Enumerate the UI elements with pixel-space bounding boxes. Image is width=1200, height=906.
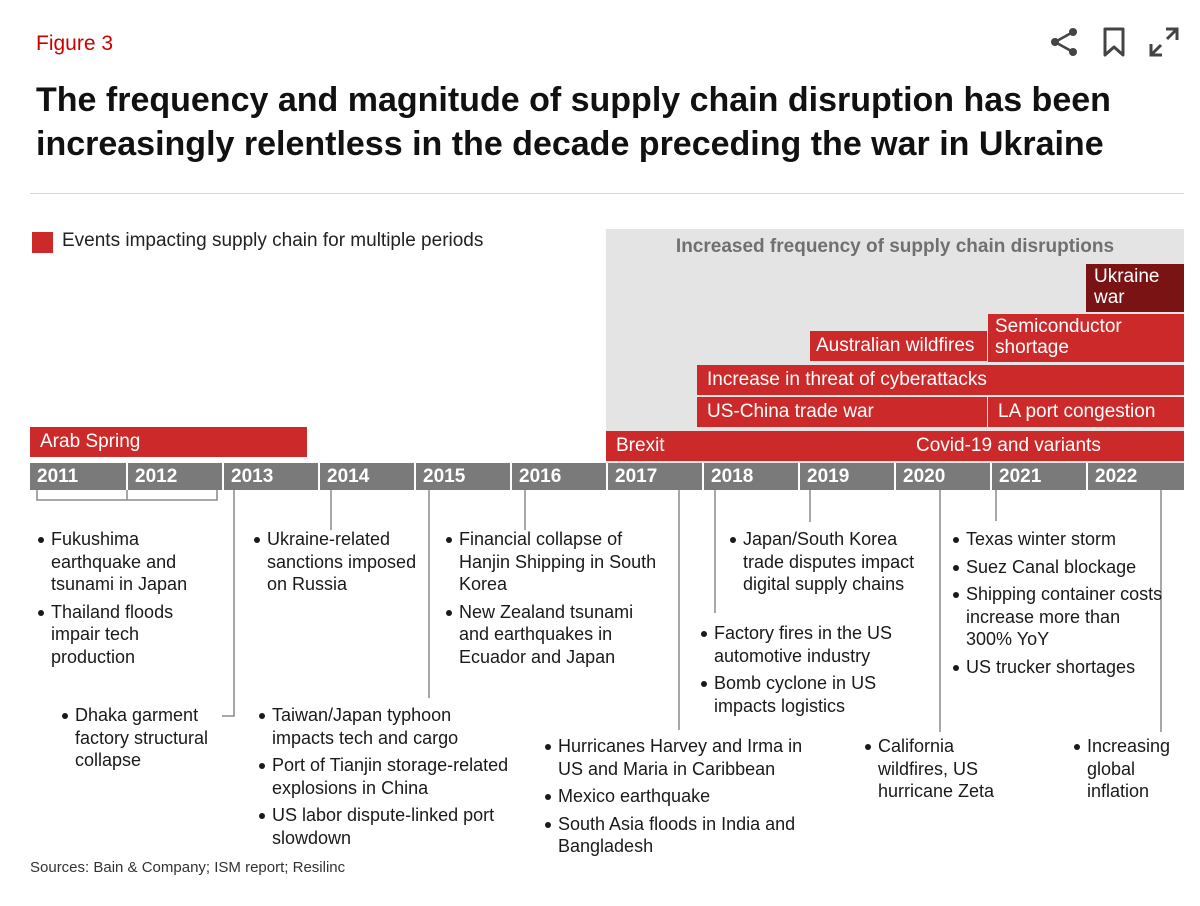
events-2019: Japan/South Korea trade disputes impact …: [728, 528, 938, 601]
event-item: New Zealand tsunami and earthquakes in E…: [444, 601, 664, 669]
event-item: Mexico earthquake: [543, 785, 823, 808]
events-2011-2012: Fukushima earthquake and tsunami in Japa…: [36, 528, 216, 673]
bar-ukraine-war: Ukraine war: [1086, 264, 1184, 312]
event-item: Taiwan/Japan typhoon impacts tech and ca…: [257, 704, 517, 749]
event-item: Hurricanes Harvey and Irma in US and Mar…: [543, 735, 823, 780]
year-2019: 2019: [798, 463, 894, 490]
year-2021: 2021: [990, 463, 1086, 490]
bar-australian-wildfires: Australian wildfires: [810, 331, 987, 361]
year-2018: 2018: [702, 463, 798, 490]
bar-covid-19: Covid-19 and variants: [906, 431, 1184, 461]
connector-2013: [222, 490, 235, 717]
event-item: Factory fires in the US automotive indus…: [699, 622, 929, 667]
events-2022: Increasing global inflation: [1072, 735, 1192, 808]
page-title: The frequency and magnitude of supply ch…: [36, 81, 1111, 163]
expand-icon[interactable]: [1146, 24, 1182, 60]
year-2017: 2017: [606, 463, 702, 490]
share-icon[interactable]: [1046, 24, 1082, 60]
year-2022: 2022: [1086, 463, 1182, 490]
year-2020: 2020: [894, 463, 990, 490]
event-item: US labor dispute-linked port slowdown: [257, 804, 517, 849]
events-2018: Factory fires in the US automotive indus…: [699, 622, 929, 722]
sources-note: Sources: Bain & Company; ISM report; Res…: [30, 859, 346, 876]
bookmark-icon[interactable]: [1096, 24, 1132, 60]
legend-swatch: [32, 232, 53, 253]
events-2014-2015-bottom: Taiwan/Japan typhoon impacts tech and ca…: [257, 704, 517, 854]
event-item: Fukushima earthquake and tsunami in Japa…: [36, 528, 216, 596]
legend-label: Events impacting supply chain for multip…: [62, 230, 484, 251]
events-2013: Dhaka garment factory structural collaps…: [60, 704, 225, 777]
bar-semiconductor-shortage: Semiconductor shortage: [988, 314, 1184, 362]
event-item: Increasing global inflation: [1072, 735, 1192, 803]
event-item: Thailand floods impair tech production: [36, 601, 216, 669]
year-2014: 2014: [318, 463, 414, 490]
event-item: Financial collapse of Hanjin Shipping in…: [444, 528, 664, 596]
event-item: California wildfires, US hurricane Zeta: [863, 735, 1023, 803]
events-2017: Hurricanes Harvey and Irma in US and Mar…: [543, 735, 823, 863]
events-2020: California wildfires, US hurricane Zeta: [863, 735, 1023, 808]
title-divider: [30, 193, 1184, 194]
event-item: Japan/South Korea trade disputes impact …: [728, 528, 938, 596]
year-2011: 2011: [37, 466, 79, 487]
bar-cyberattacks: Increase in threat of cyberattacks: [697, 365, 1184, 395]
bar-us-china-trade-war: US-China trade war: [697, 397, 987, 427]
bar-brexit: Brexit: [606, 431, 906, 461]
year-2015: 2015: [414, 463, 510, 490]
event-item: South Asia floods in India and Banglades…: [543, 813, 823, 858]
figure-label: Figure 3: [36, 32, 114, 55]
events-2014-top: Ukraine-related sanctions imposed on Rus…: [252, 528, 422, 601]
event-item: US trucker shortages: [951, 656, 1166, 679]
event-item: Bomb cyclone in US impacts logistics: [699, 672, 929, 717]
events-2021: Texas winter storm Suez Canal blockage S…: [951, 528, 1166, 683]
event-item: Suez Canal blockage: [951, 556, 1166, 579]
event-item: Texas winter storm: [951, 528, 1166, 551]
year-axis: 2011 2012 2013 2014 2015 2016 2017 2018 …: [30, 463, 1184, 490]
events-2016: Financial collapse of Hanjin Shipping in…: [444, 528, 664, 673]
bar-arab-spring: Arab Spring: [30, 427, 307, 457]
event-item: Port of Tianjin storage-related explosio…: [257, 754, 517, 799]
bar-la-port-congestion: LA port congestion: [988, 397, 1184, 427]
year-2013: 2013: [222, 463, 318, 490]
event-item: Dhaka garment factory structural collaps…: [60, 704, 225, 772]
highlight-zone-label: Increased frequency of supply chain disr…: [675, 236, 1115, 257]
year-2016: 2016: [510, 463, 606, 490]
year-2012: 2012: [126, 463, 222, 490]
event-item: Shipping container costs increase more t…: [951, 583, 1166, 651]
event-item: Ukraine-related sanctions imposed on Rus…: [252, 528, 422, 596]
